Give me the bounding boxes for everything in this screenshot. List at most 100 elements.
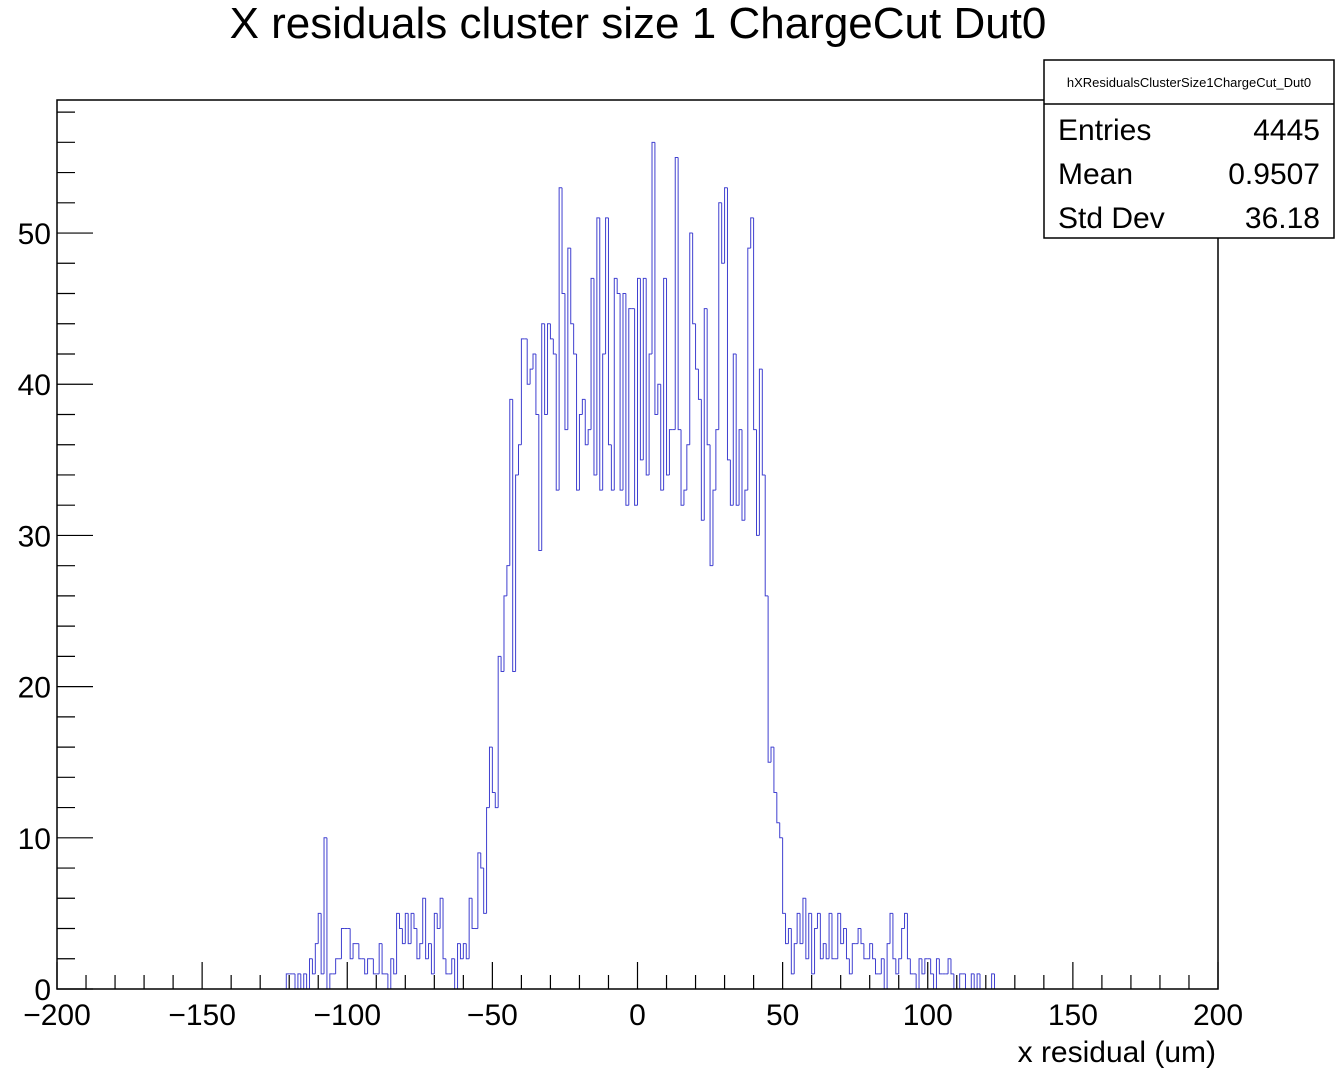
histogram-bin: [349, 928, 354, 960]
histogram-bin: [552, 338, 557, 355]
histogram-bin: [538, 414, 542, 552]
histogram-bin: [584, 399, 589, 446]
x-tick-label: 150: [1048, 999, 1098, 1032]
histogram-bin: [677, 157, 682, 431]
histogram-bin: [381, 943, 385, 975]
histogram-bin: [599, 217, 603, 491]
histogram-bin: [976, 973, 980, 989]
histogram-bin: [686, 444, 690, 491]
histogram-bin: [303, 973, 307, 989]
stats-value: 0.9507: [1228, 158, 1320, 191]
histogram-bin: [660, 384, 664, 491]
histogram-bin: [483, 868, 487, 914]
histogram-bin: [779, 822, 783, 839]
histogram-bin: [776, 792, 780, 824]
histogram-bin: [311, 958, 316, 975]
histogram-bin: [753, 217, 757, 431]
histogram-bin: [767, 595, 772, 763]
histogram-bin: [782, 837, 786, 914]
histogram-bin: [535, 354, 539, 415]
histogram-bin: [875, 958, 879, 975]
histogram-bin: [880, 958, 885, 974]
histogram-bin: [639, 278, 644, 461]
histogram-bin: [558, 187, 563, 491]
x-tick-label: 0: [629, 999, 646, 1032]
histogram-bin: [796, 912, 801, 944]
histogram-bin: [587, 429, 592, 445]
histogram-bin: [439, 897, 444, 929]
histogram-bin: [610, 444, 615, 491]
histogram-bin: [570, 248, 574, 325]
histogram-bin: [712, 489, 716, 566]
histogram-bin: [651, 141, 655, 354]
histogram-bin: [468, 897, 473, 959]
histogram-bin: [663, 277, 667, 491]
histogram-bin: [756, 429, 760, 536]
histogram-bin: [692, 233, 696, 325]
stats-label: Mean: [1058, 158, 1133, 191]
histogram-bin: [863, 943, 867, 960]
histogram-bin: [906, 913, 911, 960]
histogram-bin: [668, 429, 673, 475]
histogram-bin: [506, 565, 510, 596]
histogram-bin: [526, 338, 531, 385]
histogram-bin: [761, 369, 766, 476]
x-tick-label: −50: [467, 999, 518, 1032]
histogram-bin: [488, 746, 493, 808]
stats-label: Std Dev: [1058, 202, 1165, 235]
histogram-bin: [744, 489, 748, 521]
histogram-bin: [616, 278, 621, 295]
histogram-bin: [419, 943, 423, 959]
histogram-bin: [674, 156, 679, 430]
y-tick-label: 50: [18, 218, 51, 251]
histogram-bin: [378, 943, 383, 974]
histogram-bin: [770, 746, 774, 763]
histogram-bin: [416, 928, 420, 960]
y-tick-label: 20: [18, 672, 51, 705]
histogram-bin: [758, 368, 763, 536]
histogram-bin: [695, 323, 699, 370]
histogram-bin: [390, 958, 394, 989]
histogram-bin: [596, 217, 600, 475]
histogram-bin: [457, 943, 461, 989]
stats-box: [1043, 59, 1335, 239]
histogram-bin: [857, 928, 861, 944]
histogram-bin: [547, 323, 551, 415]
histogram-bin: [764, 474, 769, 597]
histogram-bin: [697, 369, 702, 400]
stats-title: hXResidualsClusterSize1ChargeCut_Dut0: [1067, 75, 1311, 90]
y-tick-label: 0: [34, 974, 51, 1007]
histogram-bin: [515, 474, 519, 672]
histogram-bin: [680, 429, 684, 506]
histogram-bin: [726, 187, 731, 461]
histogram-bin: [422, 897, 426, 944]
histogram-bin: [329, 973, 333, 989]
histogram-bin: [590, 277, 594, 430]
histogram-bin: [367, 958, 371, 974]
histogram-bin: [335, 958, 339, 974]
histogram-bin: [602, 353, 606, 491]
chart-title: X residuals cluster size 1 ChargeCut Dut…: [230, 0, 1047, 48]
histogram-bin: [471, 898, 475, 930]
histogram-bin: [648, 353, 653, 475]
histogram-bin: [935, 958, 940, 989]
histogram-bin: [567, 247, 571, 430]
histogram-bin: [520, 338, 525, 445]
histogram-bin: [605, 217, 609, 354]
histogram-bin: [593, 278, 597, 476]
histogram-bin: [497, 655, 502, 808]
histogram-bin: [309, 958, 313, 989]
histogram-bin: [837, 912, 841, 959]
stats-value: 36.18: [1245, 202, 1320, 235]
histogram-bin: [718, 202, 722, 430]
histogram-bin: [814, 928, 818, 974]
x-tick-label: −100: [313, 999, 381, 1032]
histogram-bin: [462, 943, 467, 959]
histogram-bin: [561, 187, 565, 295]
histogram-bin: [843, 928, 847, 944]
histogram-bin: [564, 293, 568, 431]
histogram-bin: [840, 913, 844, 945]
histogram-bin: [860, 928, 864, 945]
histogram-bin: [317, 912, 322, 944]
histogram-bin: [729, 459, 734, 506]
